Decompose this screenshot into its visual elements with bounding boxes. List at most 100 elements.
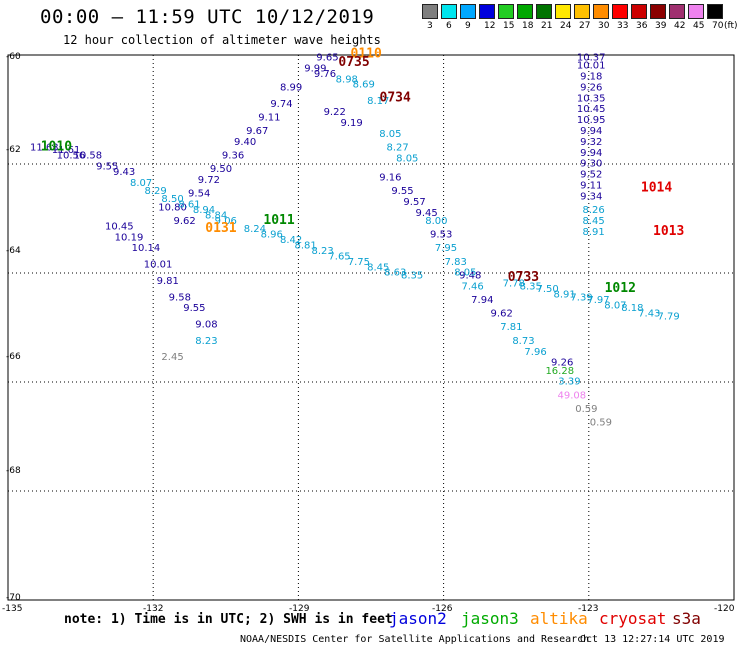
wave-height-value: 10.45 (577, 104, 606, 115)
wave-height-value: 8.45 (367, 262, 389, 273)
generated-timestamp: Oct 13 12:27:14 UTC 2019 (580, 634, 725, 645)
wave-height-value: 7.83 (445, 257, 467, 268)
wave-height-value: 9.11 (580, 181, 602, 192)
wave-height-value: 9.48 (459, 270, 481, 281)
pass-time-label: 1013 (653, 224, 684, 239)
wave-height-value: 2.45 (161, 352, 183, 363)
scale-swatch (536, 4, 552, 19)
wave-height-value: 8.24 (244, 224, 266, 235)
wave-height-value: 9.76 (314, 69, 336, 80)
wave-height-value: 9.55 (391, 186, 413, 197)
wave-height-value: 10.58 (74, 151, 103, 162)
wave-height-value: 9.19 (341, 118, 363, 129)
lon-label: -123 (578, 604, 599, 614)
wave-height-value: 0.59 (590, 418, 612, 429)
wave-height-value: 9.55 (183, 303, 205, 314)
wave-height-value: 8.07 (604, 300, 626, 311)
scale-swatch (498, 4, 514, 19)
wave-height-value: 8.05 (396, 153, 418, 164)
wave-height-value: 8.84 (205, 211, 227, 222)
wave-height-value: 9.54 (188, 189, 210, 200)
scale-swatch (479, 4, 495, 19)
wave-height-value: 9.65 (316, 52, 338, 63)
pass-time-label: 0131 (205, 221, 236, 236)
satellite-cryosat: cryosat (599, 609, 667, 628)
wave-height-value: 7.43 (638, 309, 660, 320)
wave-height-value: 9.34 (580, 191, 602, 202)
wave-height-value: 9.99 (304, 63, 326, 74)
wave-height-value: 7.46 (462, 281, 484, 292)
pass-time-label: 1011 (263, 213, 294, 228)
wave-height-value: 16.28 (545, 366, 574, 377)
wave-height-value: 8.45 (583, 216, 605, 227)
wave-height-value: 9.52 (580, 170, 602, 181)
wave-height-value: 7.96 (524, 347, 546, 358)
wave-height-value: 9.32 (580, 137, 602, 148)
wave-height-value: 8.73 (512, 336, 534, 347)
scale-label: 15 (503, 21, 515, 31)
wave-height-value: 9.26 (551, 358, 573, 369)
wave-height-value: 8.50 (161, 194, 183, 205)
lat-label: -70 (6, 593, 21, 603)
pass-time-label: 0110 (351, 47, 382, 62)
wave-height-value: 9.53 (430, 230, 452, 241)
scale-label: 21 (541, 21, 553, 31)
wave-height-value: 7.39 (570, 292, 592, 303)
scale-label: 30 (598, 21, 610, 31)
wave-height-value: 7.78 (503, 279, 525, 290)
wave-height-value: 8.23 (195, 336, 217, 347)
wave-height-value: 9.43 (113, 167, 135, 178)
satellite-jason2: jason2 (389, 609, 447, 628)
wave-height-value: 9.67 (246, 126, 268, 137)
wave-height-value: 9.26 (580, 82, 602, 93)
wave-height-value: 10.45 (105, 221, 134, 232)
wave-height-value: 9.45 (416, 208, 438, 219)
scale-swatch (460, 4, 476, 19)
wave-height-value: 8.61 (178, 200, 200, 211)
wave-height-value: 7.81 (500, 322, 522, 333)
lon-label: -135 (2, 604, 23, 614)
wave-height-value: 8.27 (386, 142, 408, 153)
wave-height-value: 8.63 (384, 268, 406, 279)
wave-height-value: 9.22 (324, 107, 346, 118)
scale-label: 45 (693, 21, 705, 31)
wave-height-value: 8.91 (583, 227, 605, 238)
wave-height-value: 9.16 (379, 172, 401, 183)
wave-height-value: 49.08 (558, 390, 587, 401)
lat-label: -62 (6, 145, 21, 155)
wave-height-value: 0.59 (575, 404, 597, 415)
scale-swatch (650, 4, 666, 19)
wave-height-value: 10.37 (577, 52, 606, 63)
wave-height-value: 7.94 (471, 295, 493, 306)
wave-height-value: 10.01 (144, 260, 173, 271)
page-subtitle: 12 hour collection of altimeter wave hei… (63, 33, 381, 47)
wave-height-value: 8.05 (379, 129, 401, 140)
wave-height-value: 9.81 (157, 276, 179, 287)
wave-height-value: 7.95 (435, 243, 457, 254)
wave-height-value: 10.56 (57, 151, 86, 162)
pass-time-label: 1010 (41, 139, 72, 154)
scale-label: 9 (465, 21, 471, 31)
page-title: 00:00 – 11:59 UTC 10/12/2019 (40, 6, 375, 28)
wave-height-value: 9.94 (580, 126, 602, 137)
wave-height-value: 8.99 (280, 82, 302, 93)
wave-height-value: 9.08 (195, 320, 217, 331)
wave-height-value: 9.58 (169, 292, 191, 303)
scale-label: 33 (617, 21, 629, 31)
scale-label: 12 (484, 21, 496, 31)
scale-swatch (517, 4, 533, 19)
wave-height-value: 10.80 (158, 202, 187, 213)
wave-height-value: 8.23 (311, 246, 333, 257)
wave-height-value: 9.57 (403, 197, 425, 208)
wave-height-value: 8.29 (144, 186, 166, 197)
lat-label: -68 (6, 466, 21, 476)
wave-height-value: 8.91 (553, 290, 575, 301)
wave-height-value: 7.75 (348, 257, 370, 268)
wave-height-value: 3.39 (558, 377, 580, 388)
wave-height-value: 10.35 (577, 93, 606, 104)
wave-height-value: 8.17 (367, 96, 389, 107)
wave-height-value: 8.35 (401, 270, 423, 281)
scale-label: 6 (446, 21, 452, 31)
lon-label: -129 (289, 604, 310, 614)
